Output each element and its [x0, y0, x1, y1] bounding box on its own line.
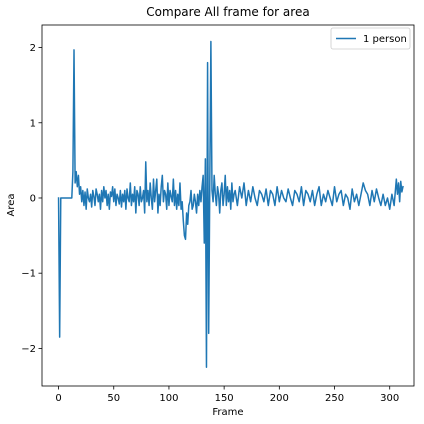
series-layer	[57, 40, 404, 368]
plot-border	[41, 24, 415, 387]
x-tick-label: 100	[159, 393, 178, 404]
y-tick-label: −2	[21, 344, 36, 355]
x-tick-label: 300	[380, 393, 399, 404]
x-axis-label: Frame	[212, 407, 243, 418]
plot-area	[42, 25, 414, 386]
y-tick-label: 0	[30, 193, 36, 204]
x-tick-label: 200	[270, 393, 289, 404]
y-tick-label: 2	[30, 43, 36, 54]
legend: 1 person	[330, 27, 411, 50]
y-tick-label: 1	[30, 118, 36, 129]
legend-label: 1 person	[363, 34, 407, 45]
y-tick-label: −1	[21, 269, 36, 280]
x-tick-label: 250	[325, 393, 344, 404]
chart-title: Compare All frame for area	[146, 5, 309, 19]
ticks-layer: 0 50 100 150 200 250 300 −2 −1 0 1 2	[21, 43, 399, 404]
x-tick-label: 0	[55, 393, 61, 404]
series-line-1-person	[57, 40, 404, 368]
legend-box	[330, 27, 411, 50]
x-tick-label: 50	[107, 393, 120, 404]
y-axis-label: Area	[6, 193, 17, 216]
x-tick-label: 150	[215, 393, 234, 404]
